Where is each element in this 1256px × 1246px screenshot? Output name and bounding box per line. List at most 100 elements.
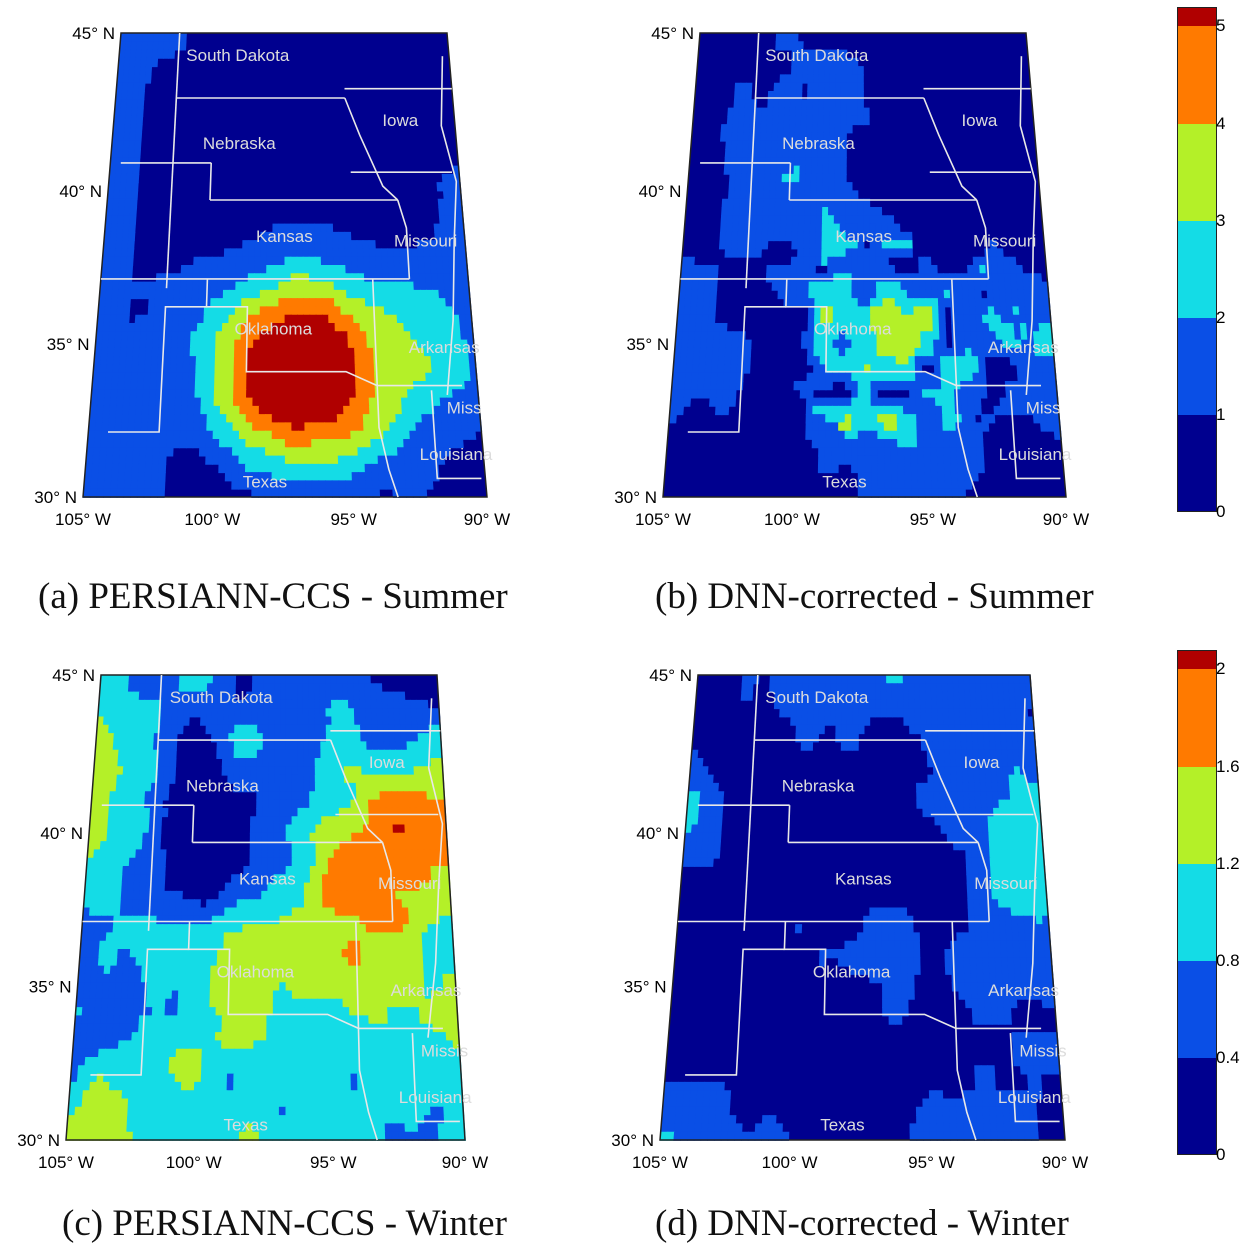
precip-cell (271, 397, 280, 407)
precip-cell (120, 248, 129, 258)
precip-cell (258, 488, 266, 498)
precip-cell (1007, 323, 1015, 333)
precip-cell (130, 488, 139, 498)
precip-cell (103, 314, 112, 324)
precip-cell (104, 866, 112, 876)
precip-cell (907, 306, 915, 316)
precip-cell (136, 33, 144, 43)
precip-cell (913, 289, 921, 300)
precip-cell (170, 347, 179, 358)
precip-cell (828, 149, 836, 159)
precip-cell (840, 82, 848, 92)
precip-cell (845, 240, 853, 250)
precip-cell (244, 766, 252, 776)
precip-cell (202, 331, 211, 341)
precip-cell (676, 323, 684, 333)
precip-cell (1012, 306, 1020, 316)
precip-cell (706, 331, 715, 341)
precip-cell (738, 215, 746, 225)
precip-cell (228, 716, 236, 726)
precip-cell (279, 832, 287, 842)
precip-cell (857, 273, 865, 283)
precip-cell (367, 372, 376, 382)
precip-cell (165, 331, 173, 341)
precip-cell (387, 256, 395, 266)
precip-cell (833, 265, 841, 275)
precip-cell (107, 733, 115, 743)
precip-cell (298, 480, 306, 490)
precip-cell (838, 422, 846, 432)
precip-cell (887, 223, 895, 233)
precip-cell (314, 733, 321, 743)
precip-cell (229, 289, 237, 300)
precip-cell (357, 439, 365, 449)
precip-cell (380, 816, 388, 826)
precip-cell (163, 758, 171, 768)
precip-cell (827, 215, 835, 225)
precip-cell (805, 414, 814, 424)
precip-cell (320, 724, 327, 735)
precip-cell (147, 41, 154, 51)
precip-cell (329, 381, 337, 391)
precip-cell (327, 849, 335, 859)
precip-cell (870, 306, 878, 316)
precip-cell (342, 381, 350, 391)
precip-cell (805, 140, 813, 150)
precip-cell (284, 472, 293, 482)
precip-cell (291, 472, 300, 482)
precip-cell (387, 389, 396, 399)
precip-cell (142, 389, 151, 399)
precip-cell (830, 49, 837, 59)
precip-cell (106, 356, 115, 366)
precip-cell (940, 364, 948, 374)
precip-cell (152, 41, 160, 51)
precip-cell (332, 240, 340, 250)
precip-cell (1032, 405, 1041, 416)
precip-cell (351, 273, 359, 283)
precip-cell (240, 699, 247, 710)
precip-cell (839, 289, 847, 300)
precip-cell (181, 389, 190, 399)
precip-cell (212, 691, 219, 701)
precip-cell (195, 691, 202, 701)
precip-cell (215, 314, 224, 324)
precip-cell (429, 849, 437, 859)
precip-cell (807, 339, 815, 349)
precip-cell (425, 372, 433, 382)
precip-cell (145, 347, 153, 358)
precip-cell (377, 447, 385, 457)
precip-cell (413, 397, 422, 407)
precip-cell (278, 314, 286, 324)
precip-cell (108, 256, 116, 266)
precip-cell (296, 256, 304, 266)
precip-cell (1019, 314, 1027, 324)
precip-cell (285, 866, 293, 876)
precip-cell (972, 256, 980, 266)
precip-cell (411, 841, 419, 851)
precip-cell (367, 356, 375, 366)
precip-cell (703, 289, 711, 300)
precip-cell (379, 339, 387, 349)
precip-cell (314, 223, 322, 233)
precip-cell (422, 824, 430, 834)
precip-cell (162, 381, 171, 391)
precip-cell (821, 215, 829, 225)
precip-cell (333, 832, 341, 842)
precip-cell (263, 699, 270, 710)
precip-cell (881, 240, 889, 250)
precip-cell (272, 331, 280, 341)
precip-cell (834, 124, 842, 134)
precip-cell (192, 273, 200, 283)
precip-cell (950, 298, 958, 308)
precip-cell (775, 190, 783, 200)
precip-cell (864, 439, 872, 449)
precip-cell (273, 799, 281, 809)
precip-cell (982, 323, 990, 333)
precip-cell (308, 273, 316, 283)
precip-cell (907, 314, 915, 324)
precip-cell (367, 364, 375, 374)
precip-cell (194, 389, 202, 399)
precip-cell (919, 306, 927, 316)
precip-cell (85, 455, 94, 465)
precip-cell (101, 422, 110, 432)
